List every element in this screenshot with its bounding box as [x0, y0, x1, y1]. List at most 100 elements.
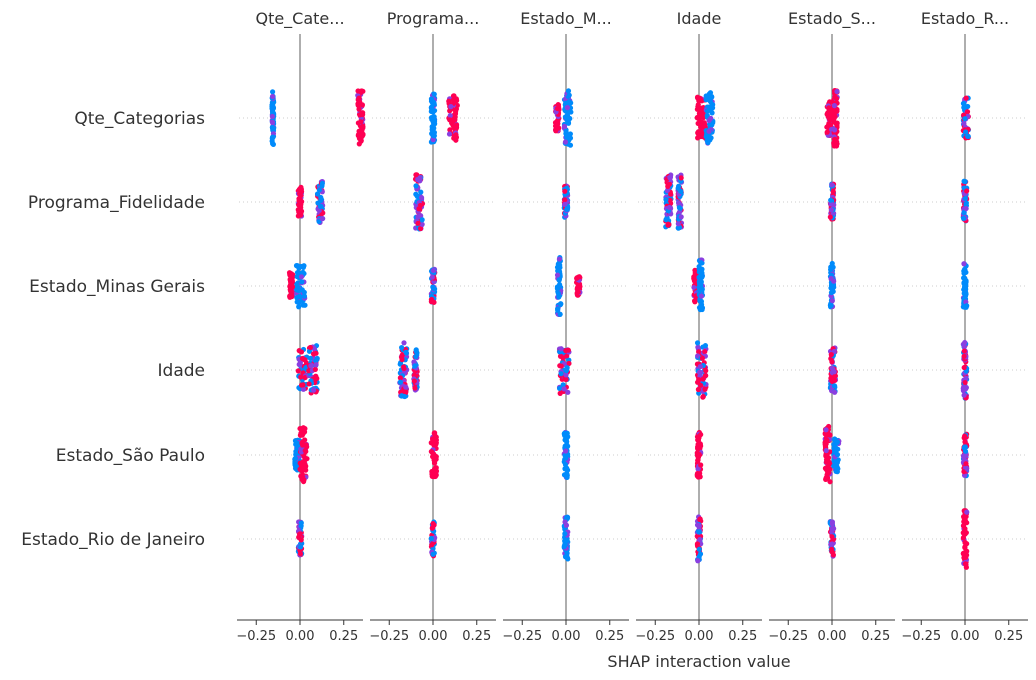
shap-point: [963, 129, 969, 135]
shap-point: [961, 344, 967, 350]
shap-point: [962, 540, 968, 546]
shap-point: [698, 260, 704, 266]
shap-point: [412, 363, 418, 369]
shap-point: [300, 382, 306, 388]
shap-point: [399, 356, 405, 363]
shap-point: [694, 340, 701, 346]
shap-point: [297, 544, 304, 550]
shap-point: [554, 272, 561, 278]
shap-point: [574, 285, 581, 291]
shap-point: [562, 461, 569, 468]
shap-point: [297, 551, 304, 557]
shap-point: [830, 264, 836, 270]
shap-point: [961, 100, 967, 107]
shap-point: [296, 265, 302, 271]
shap-point: [429, 104, 435, 110]
shap-point: [832, 377, 838, 383]
shap-point: [962, 444, 968, 450]
shap-point: [827, 479, 833, 485]
shap-point: [963, 205, 969, 212]
shap-point: [564, 442, 570, 448]
shap-point: [355, 88, 361, 94]
shap-point: [831, 369, 837, 375]
shap-point: [692, 299, 698, 305]
shap-point: [399, 344, 405, 351]
shap-point: [429, 274, 435, 280]
shap-point: [964, 465, 970, 471]
shap-point: [697, 551, 704, 557]
shap-point: [450, 97, 456, 103]
shap-point: [295, 213, 301, 219]
shap-point: [823, 447, 829, 454]
shap-point: [355, 97, 361, 103]
shap-point: [417, 225, 424, 232]
shap-point: [447, 117, 453, 123]
shap-point: [691, 284, 697, 291]
shap-point: [702, 386, 708, 392]
shap-point: [554, 105, 561, 112]
shap-point: [676, 200, 682, 206]
shap-point: [961, 120, 967, 126]
shap-point: [269, 119, 276, 125]
shap-point: [825, 432, 831, 438]
shap-point: [564, 353, 570, 359]
feature-labels: Qte_Categorias Programa_Fidelidade Estado_…: [21, 109, 205, 550]
shap-point: [562, 201, 568, 207]
shap-point: [293, 441, 299, 447]
shap-point: [962, 561, 969, 567]
shap-point: [432, 430, 438, 436]
shap-point: [553, 127, 559, 133]
shap-point: [960, 535, 967, 541]
shap-point: [706, 128, 712, 134]
shap-point: [695, 437, 701, 443]
shap-point: [294, 269, 301, 276]
shap-point: [703, 93, 709, 99]
shap-point: [695, 386, 702, 393]
shap-point: [360, 131, 366, 138]
shap-point: [667, 197, 673, 203]
shap-point: [696, 369, 703, 375]
shap-point: [563, 128, 569, 134]
shap-point: [560, 382, 566, 388]
shap-point: [453, 132, 459, 138]
shap-point: [834, 120, 840, 126]
shap-point: [699, 107, 706, 113]
shap-point: [698, 462, 704, 468]
shap-point: [696, 529, 702, 535]
shap-point: [564, 205, 571, 212]
shap-point: [306, 381, 312, 387]
shap-point: [564, 553, 570, 559]
shap-point: [302, 464, 309, 470]
shap-point: [416, 206, 422, 212]
shap-point: [563, 455, 569, 461]
shap-point: [961, 348, 967, 354]
shap-point: [704, 108, 710, 114]
shap-point: [962, 339, 968, 346]
shap-point: [555, 290, 561, 297]
shap-point: [832, 373, 839, 379]
shap-point: [960, 453, 967, 459]
x-tick-label: 0.25: [861, 629, 890, 644]
shap-point: [292, 455, 298, 462]
shap-point: [829, 182, 835, 188]
shap-point: [298, 537, 304, 543]
shap-point: [824, 124, 830, 130]
shap-point: [828, 207, 834, 213]
shap-point: [829, 534, 835, 540]
shap-point: [961, 104, 968, 111]
shap-point: [695, 344, 701, 350]
shap-point: [418, 189, 424, 195]
shap-point: [568, 109, 574, 115]
shap-point: [355, 102, 361, 108]
shap-point: [295, 286, 301, 292]
shap-point: [565, 88, 572, 94]
shap-point: [299, 279, 305, 285]
shap-point: [300, 442, 306, 448]
shap-point: [310, 351, 317, 357]
shap-point: [563, 376, 569, 383]
shap-point: [699, 266, 705, 272]
shap-point: [965, 133, 971, 139]
shap-point: [961, 210, 967, 216]
shap-point: [308, 363, 314, 369]
shap-point: [552, 123, 559, 129]
